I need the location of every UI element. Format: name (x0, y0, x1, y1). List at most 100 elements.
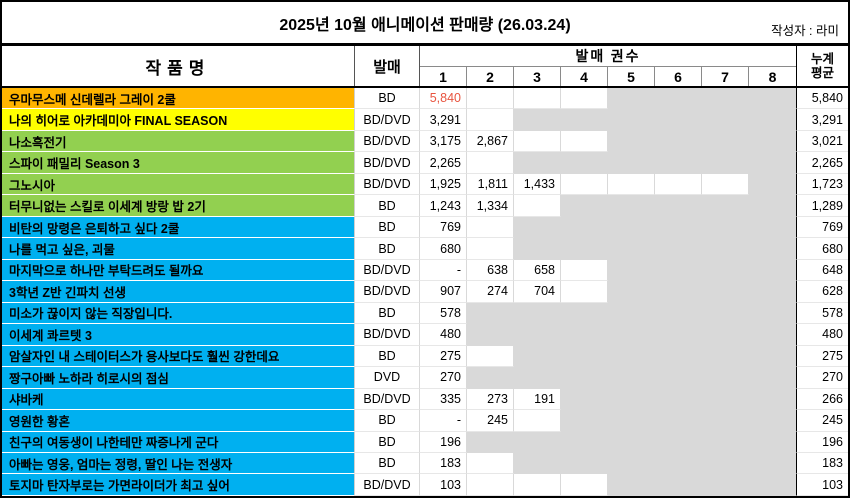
volume-6-cell (655, 431, 702, 453)
volume-3-cell (514, 152, 561, 174)
volume-3-cell (514, 109, 561, 131)
volume-6-cell (655, 345, 702, 368)
cumulative-average-cell: 1,289 (796, 195, 848, 217)
volume-4-cell (561, 367, 608, 389)
release-format-cell: BD/DVD (355, 388, 420, 411)
volume-4-cell (561, 431, 608, 453)
volume-7-cell (702, 281, 749, 303)
volume-1-cell: 1,925 (420, 173, 467, 196)
volume-4-cell (561, 259, 608, 282)
volume-5-cell (608, 259, 655, 282)
volume-7-cell (702, 216, 749, 239)
title-cell: 토지마 탄자부로는 가면라이더가 최고 싶어 (2, 474, 355, 496)
title-cell: 암살자인 내 스테이터스가 용사보다도 훨씬 강한데요 (2, 345, 355, 368)
volume-3-cell (514, 130, 561, 153)
volume-3-cell (514, 452, 561, 475)
volume-5-cell (608, 281, 655, 303)
volume-2-cell (467, 474, 514, 496)
volume-6-cell (655, 410, 702, 432)
title-cell: 그노시아 (2, 173, 355, 196)
header-release-volumes: 발매 권수 (420, 46, 796, 67)
volume-1-cell: 769 (420, 216, 467, 239)
cumulative-average-cell: 680 (796, 238, 848, 260)
header-cumulative-average: 누계 평균 (796, 46, 848, 86)
volume-2-cell (467, 345, 514, 368)
volume-8-cell (749, 281, 796, 303)
volume-6-cell (655, 109, 702, 131)
volume-8-cell (749, 474, 796, 496)
volume-4-cell (561, 410, 608, 432)
volume-4-cell (561, 216, 608, 239)
cumulative-average-cell: 245 (796, 410, 848, 432)
volume-2-cell: 273 (467, 388, 514, 411)
volume-3-cell (514, 302, 561, 325)
table-row: 미소가 끊이지 않는 직장입니다. BD 578 578 (2, 302, 848, 325)
volume-2-cell (467, 152, 514, 174)
volume-7-cell (702, 452, 749, 475)
volume-4-cell (561, 474, 608, 496)
release-format-cell: BD (355, 238, 420, 260)
title-cell: 3학년 Z반 긴파치 선생 (2, 281, 355, 303)
volume-3-cell (514, 195, 561, 217)
volume-1-cell: 270 (420, 367, 467, 389)
volume-2-cell (467, 367, 514, 389)
cumulative-average-cell: 5,840 (796, 88, 848, 110)
volume-7-cell (702, 367, 749, 389)
volume-3-cell: 191 (514, 388, 561, 411)
volume-5-cell (608, 238, 655, 260)
volume-8-cell (749, 195, 796, 217)
volume-2-cell (467, 216, 514, 239)
table-row: 친구의 여동생이 나한테만 짜증나게 군다 BD 196 196 (2, 431, 848, 453)
cumulative-average-cell: 2,265 (796, 152, 848, 174)
volume-4-cell (561, 109, 608, 131)
table-row: 암살자인 내 스테이터스가 용사보다도 훨씬 강한데요 BD 275 275 (2, 345, 848, 368)
volume-3-cell (514, 238, 561, 260)
table-row: 스파이 패밀리 Season 3 BD/DVD 2,265 2,265 (2, 152, 848, 174)
volume-8-cell (749, 259, 796, 282)
release-format-cell: BD (355, 345, 420, 368)
volume-5-cell (608, 410, 655, 432)
volume-4-cell (561, 173, 608, 196)
release-format-cell: BD/DVD (355, 130, 420, 153)
cumulative-average-cell: 648 (796, 259, 848, 282)
volume-6-cell (655, 216, 702, 239)
volume-8-cell (749, 324, 796, 346)
volume-8-cell (749, 109, 796, 131)
volume-4-cell (561, 388, 608, 411)
volume-6-cell (655, 324, 702, 346)
release-format-cell: BD (355, 195, 420, 217)
header-volume-2: 2 (467, 67, 514, 86)
volume-4-cell (561, 281, 608, 303)
volume-7-cell (702, 88, 749, 110)
volume-3-cell (514, 367, 561, 389)
volume-5-cell (608, 109, 655, 131)
release-format-cell: BD (355, 431, 420, 453)
volume-1-cell: - (420, 410, 467, 432)
volume-7-cell (702, 431, 749, 453)
volume-2-cell (467, 238, 514, 260)
volume-7-cell (702, 388, 749, 411)
release-format-cell: BD (355, 302, 420, 325)
volume-4-cell (561, 130, 608, 153)
volume-5-cell (608, 88, 655, 110)
volume-1-cell: 183 (420, 452, 467, 475)
volume-7-cell (702, 259, 749, 282)
volume-1-cell: 3,291 (420, 109, 467, 131)
volume-4-cell (561, 195, 608, 217)
volume-1-cell: 3,175 (420, 130, 467, 153)
header-volume-3: 3 (514, 67, 561, 86)
volume-3-cell (514, 88, 561, 110)
volume-2-cell: 1,811 (467, 173, 514, 196)
volume-6-cell (655, 238, 702, 260)
volume-6-cell (655, 367, 702, 389)
volume-2-cell: 274 (467, 281, 514, 303)
release-format-cell: BD/DVD (355, 281, 420, 303)
title-cell: 나소흑전기 (2, 130, 355, 153)
volume-7-cell (702, 173, 749, 196)
volume-7-cell (702, 130, 749, 153)
volume-2-cell (467, 88, 514, 110)
volume-6-cell (655, 281, 702, 303)
volume-4-cell (561, 345, 608, 368)
table-row: 마지막으로 하나만 부탁드려도 될까요 BD/DVD -638 658 648 (2, 259, 848, 282)
